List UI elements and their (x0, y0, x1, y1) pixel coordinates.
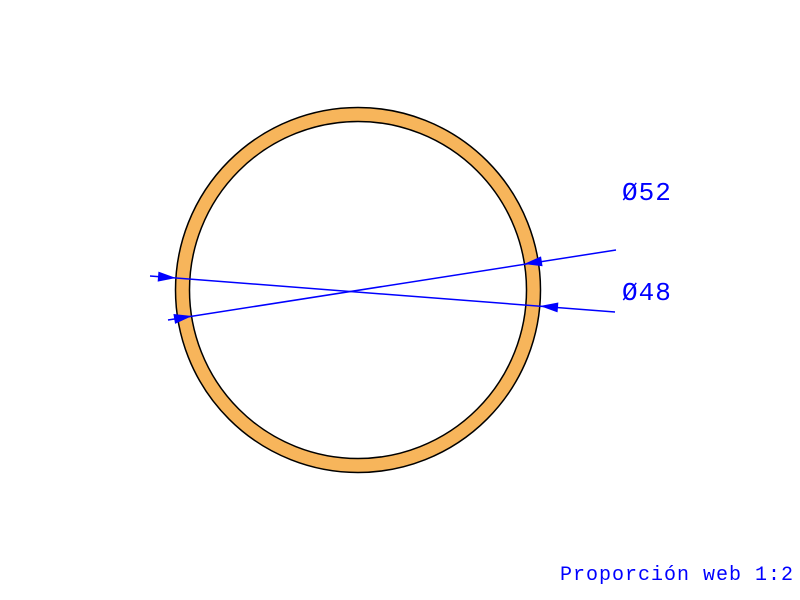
technical-drawing: Ø52 Ø48 Proporción web 1:2 (0, 0, 800, 600)
dimension-label-inner: Ø48 (622, 278, 672, 308)
dimension-inner: Ø48 (168, 250, 672, 324)
dimension-label-outer: Ø52 (622, 178, 672, 208)
dimension-outer: Ø52 (150, 178, 672, 312)
scale-note: Proporción web 1:2 (560, 564, 794, 587)
